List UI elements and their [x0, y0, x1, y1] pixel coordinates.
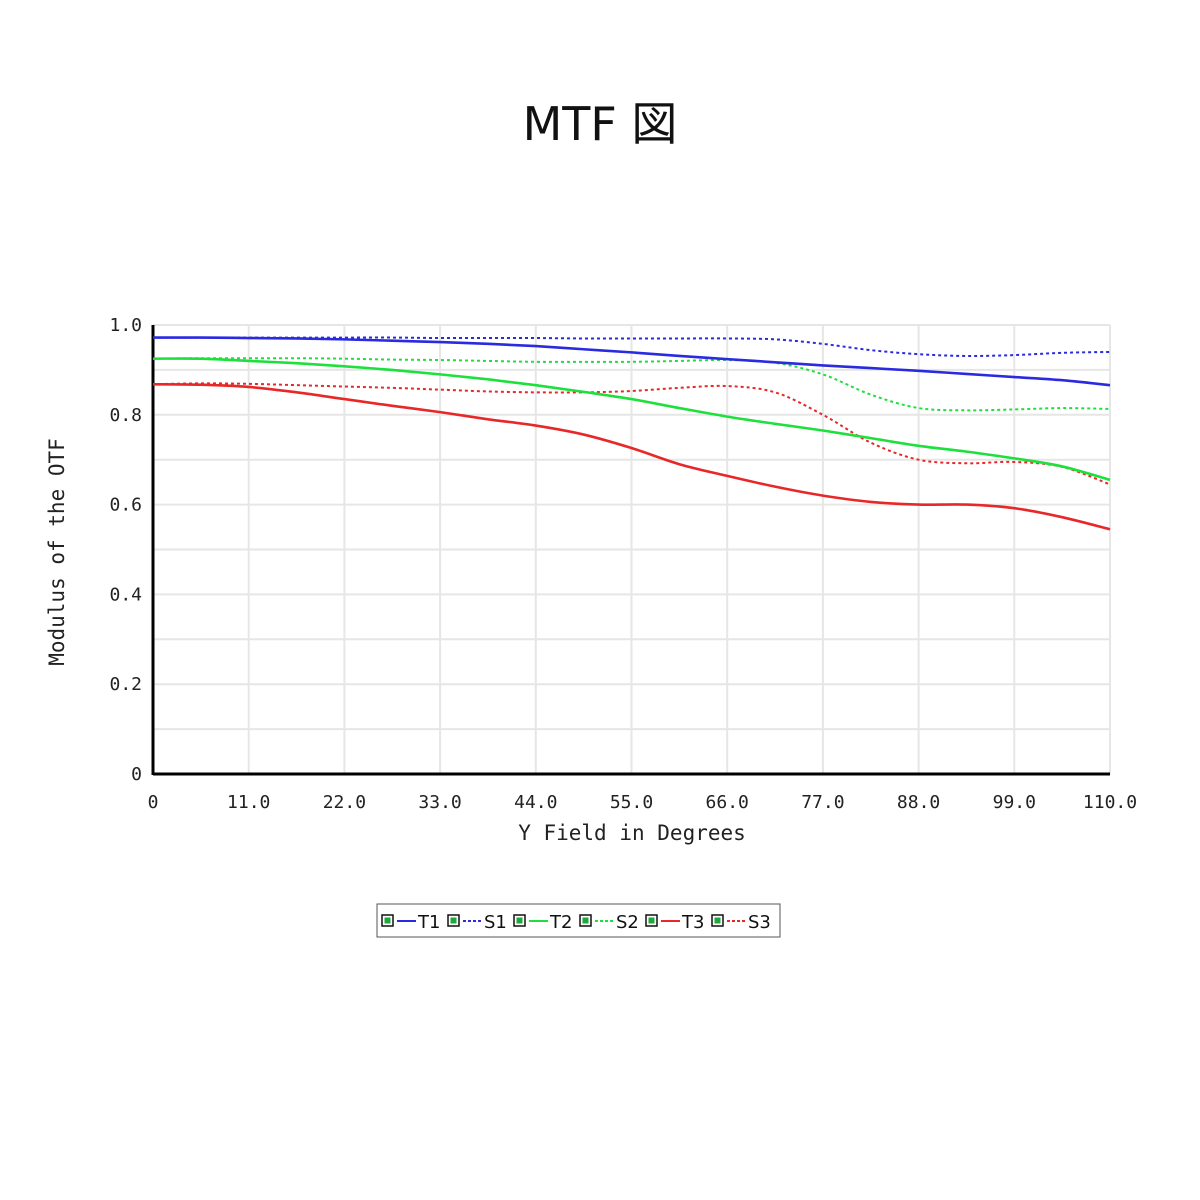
x-tick-label: 88.0: [897, 792, 940, 813]
x-tick-label: 0: [148, 792, 159, 813]
y-tick-label: 0.6: [109, 495, 142, 516]
legend: T1 S1 T2 S2 T3 S3: [376, 903, 781, 938]
legend-label: S2: [616, 912, 639, 933]
y-tick-label: 0: [131, 764, 142, 785]
x-tick-label: 44.0: [514, 792, 557, 813]
y-tick-label: 0.2: [109, 674, 142, 695]
y-tick-labels: 0 0.2 0.4 0.6 0.8 1.0: [109, 315, 142, 785]
x-tick-label: 55.0: [610, 792, 653, 813]
axes: [151, 325, 1110, 776]
x-tick-labels: 0 11.0 22.0 33.0 44.0 55.0 66.0 77.0 88.0 99.0 110…: [148, 792, 1138, 813]
legend-label: T3: [681, 912, 704, 933]
series-line-s3: [152, 382, 1111, 486]
legend-check-mark-icon: [648, 917, 655, 924]
x-tick-label: 110.0: [1083, 792, 1137, 813]
legend-label: T2: [549, 912, 572, 933]
y-tick-label: 1.0: [109, 315, 142, 336]
legend-label: T1: [417, 912, 440, 933]
x-tick-label: 66.0: [706, 792, 749, 813]
x-tick-label: 33.0: [418, 792, 461, 813]
x-tick-label: 99.0: [993, 792, 1036, 813]
legend-item-s3[interactable]: S3: [711, 912, 771, 933]
legend-item-t3[interactable]: T3: [645, 912, 704, 933]
y-axis-label: Modulus of the OTF: [45, 438, 69, 666]
series-line-t2: [152, 357, 1111, 482]
x-tick-label: 22.0: [323, 792, 366, 813]
x-tick-label: 77.0: [801, 792, 844, 813]
x-tick-label: 11.0: [227, 792, 270, 813]
legend-item-s1[interactable]: S1: [447, 912, 507, 933]
legend-check-mark-icon: [516, 917, 523, 924]
legend-check-mark-icon: [384, 917, 391, 924]
legend-check-mark-icon: [582, 917, 589, 924]
legend-item-t1[interactable]: T1: [381, 912, 440, 933]
series-lines: [152, 336, 1111, 531]
series-line-s2: [152, 357, 1111, 412]
legend-item-s2[interactable]: S2: [579, 912, 639, 933]
legend-label: S3: [748, 912, 771, 933]
y-tick-label: 0.8: [109, 405, 142, 426]
series-line-t1: [152, 336, 1111, 387]
legend-check-mark-icon: [714, 917, 721, 924]
legend-label: S1: [484, 912, 507, 933]
x-axis-label: Y Field in Degrees: [518, 821, 746, 845]
y-tick-label: 0.4: [109, 584, 142, 605]
page-title: MTF 図: [522, 97, 678, 151]
legend-item-t2[interactable]: T2: [513, 912, 572, 933]
legend-check-mark-icon: [450, 917, 457, 924]
series-line-t3: [152, 382, 1111, 531]
